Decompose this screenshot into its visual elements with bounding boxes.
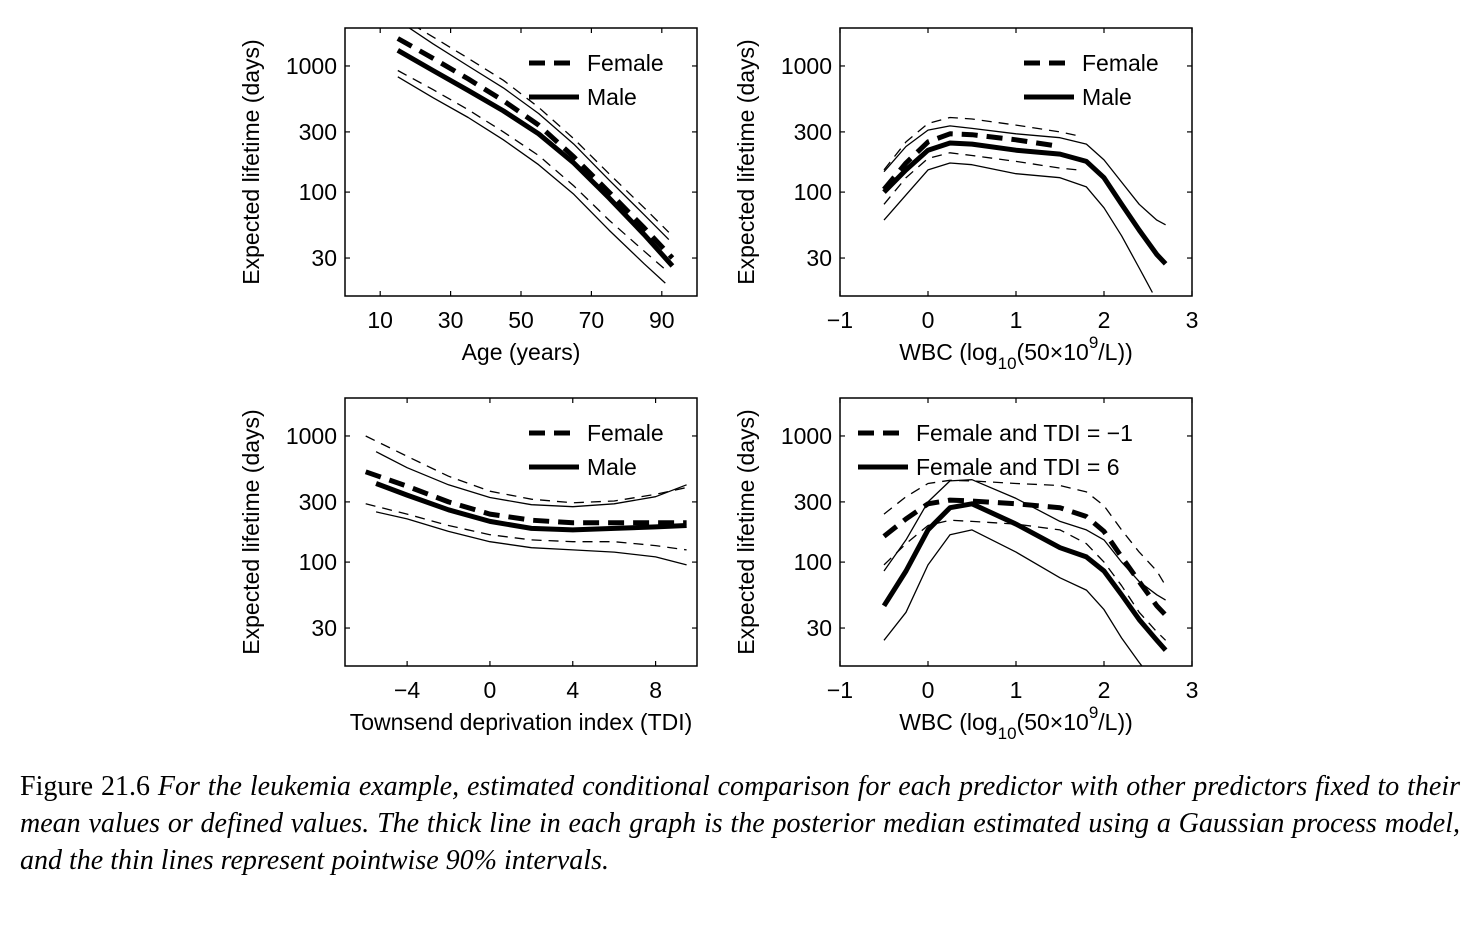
y-tick-label: 30: [806, 615, 832, 641]
interval-line-3: [883, 479, 1167, 587]
x-tick-label: 30: [438, 307, 464, 333]
median-line-2: [375, 481, 687, 533]
legend-label: Male: [587, 454, 637, 480]
x-tick-label: 1: [1010, 307, 1023, 333]
caption-text: For the leukemia example, estimated cond…: [20, 771, 1461, 876]
x-tick-label: 1: [1010, 677, 1023, 703]
x-tick-label: −1: [827, 307, 853, 333]
interval-line-6: [397, 76, 666, 284]
interval-line-3: [883, 116, 1078, 171]
x-tick-label: 90: [649, 307, 675, 333]
y-tick-label: 30: [311, 245, 337, 271]
median-line-2: [882, 140, 1168, 266]
series-group: [882, 116, 1168, 293]
x-tick-label: 8: [649, 677, 662, 703]
y-tick-label: 100: [299, 549, 337, 575]
y-tick-label: 1000: [286, 423, 337, 449]
x-tick-label: 3: [1186, 307, 1199, 333]
y-tick-label: 300: [794, 489, 832, 515]
y-tick-label: 100: [794, 549, 832, 575]
x-tick-label: 2: [1098, 677, 1111, 703]
median-line-2: [396, 48, 675, 268]
interval-line-3: [365, 435, 687, 504]
plot-frame: [344, 397, 698, 667]
series-group: [364, 435, 687, 566]
interval-line-5: [408, 28, 670, 241]
x-tick-label: 0: [922, 677, 935, 703]
interval-line-4: [397, 69, 670, 274]
chart-panel-3: −4 0 4 8 30 100 300 1000 Expected lifetime (days…: [238, 397, 698, 735]
legend-label: Female: [1082, 50, 1159, 76]
interval-line-6: [883, 529, 1143, 666]
interval-line-3: [416, 28, 670, 233]
x-tick-label: −4: [394, 677, 420, 703]
legend-label: Female and TDI = 6: [916, 454, 1120, 480]
legend: Female Male: [1024, 50, 1159, 110]
x-tick-label: 2: [1098, 307, 1111, 333]
y-tick-label: 300: [299, 489, 337, 515]
x-tick-label: 10: [367, 307, 393, 333]
median-line-1: [882, 497, 1168, 617]
legend: Female Male: [529, 50, 664, 110]
x-tick-label: 0: [922, 307, 935, 333]
x-axis-label: WBC (log10(50×109/L)): [899, 703, 1133, 743]
x-tick-label: −1: [827, 677, 853, 703]
series-group: [396, 28, 675, 284]
x-tick-label: 0: [484, 677, 497, 703]
median-line-2: [881, 501, 1168, 652]
median-line-1: [364, 469, 687, 526]
y-tick-label: 30: [806, 245, 832, 271]
x-axis-label: Townsend deprivation index (TDI): [350, 709, 693, 735]
median-line-1: [396, 36, 675, 260]
y-tick-label: 1000: [781, 53, 832, 79]
y-axis-label: Expected lifetime (days): [733, 409, 759, 654]
median-line-1: [882, 131, 1061, 192]
y-tick-label: 300: [794, 119, 832, 145]
y-tick-label: 1000: [286, 53, 337, 79]
x-tick-label: 50: [508, 307, 534, 333]
y-tick-label: 30: [311, 615, 337, 641]
y-axis-label: Expected lifetime (days): [238, 409, 264, 654]
legend-label: Female: [587, 50, 664, 76]
legend: Female Male: [529, 420, 664, 480]
legend-label: Male: [587, 84, 637, 110]
x-tick-label: 4: [566, 677, 579, 703]
y-axis-label: Expected lifetime (days): [733, 39, 759, 284]
interval-line-5: [883, 125, 1166, 226]
x-axis-label: Age (years): [462, 339, 581, 365]
chart-panel-4: −1 0 1 2 3 30 100 300 1000 Expected lifetime (day…: [733, 397, 1199, 743]
interval-line-5: [883, 479, 1166, 601]
y-tick-label: 1000: [781, 423, 832, 449]
legend: Female and TDI = −1 Female and TDI = 6: [858, 420, 1133, 480]
y-axis-label: Expected lifetime (days): [238, 39, 264, 284]
x-tick-label: 3: [1186, 677, 1199, 703]
y-tick-label: 300: [299, 119, 337, 145]
legend-label: Female: [587, 420, 664, 446]
interval-line-4: [883, 519, 1167, 641]
interval-line-4: [365, 503, 687, 551]
interval-line-6: [883, 162, 1153, 293]
figure-caption: Figure 21.6 For the leukemia example, es…: [20, 768, 1460, 879]
chart-panel-1: 10 30 50 70 90 30 100 300 1000 Expected lifetime …: [238, 27, 698, 365]
legend-label: Male: [1082, 84, 1132, 110]
interval-line-5: [375, 451, 687, 508]
interval-line-6: [375, 511, 687, 566]
x-axis-label: WBC (log10(50×109/L)): [899, 333, 1133, 373]
series-group: [881, 479, 1168, 666]
interval-line-4: [883, 152, 1078, 205]
y-tick-label: 100: [794, 179, 832, 205]
caption-label: Figure 21.6: [20, 771, 150, 802]
x-tick-label: 70: [579, 307, 605, 333]
y-tick-label: 100: [299, 179, 337, 205]
chart-panel-2: −1 0 1 2 3 30 100 300 1000 Expected lifetime (day…: [733, 27, 1199, 373]
legend-label: Female and TDI = −1: [916, 420, 1133, 446]
